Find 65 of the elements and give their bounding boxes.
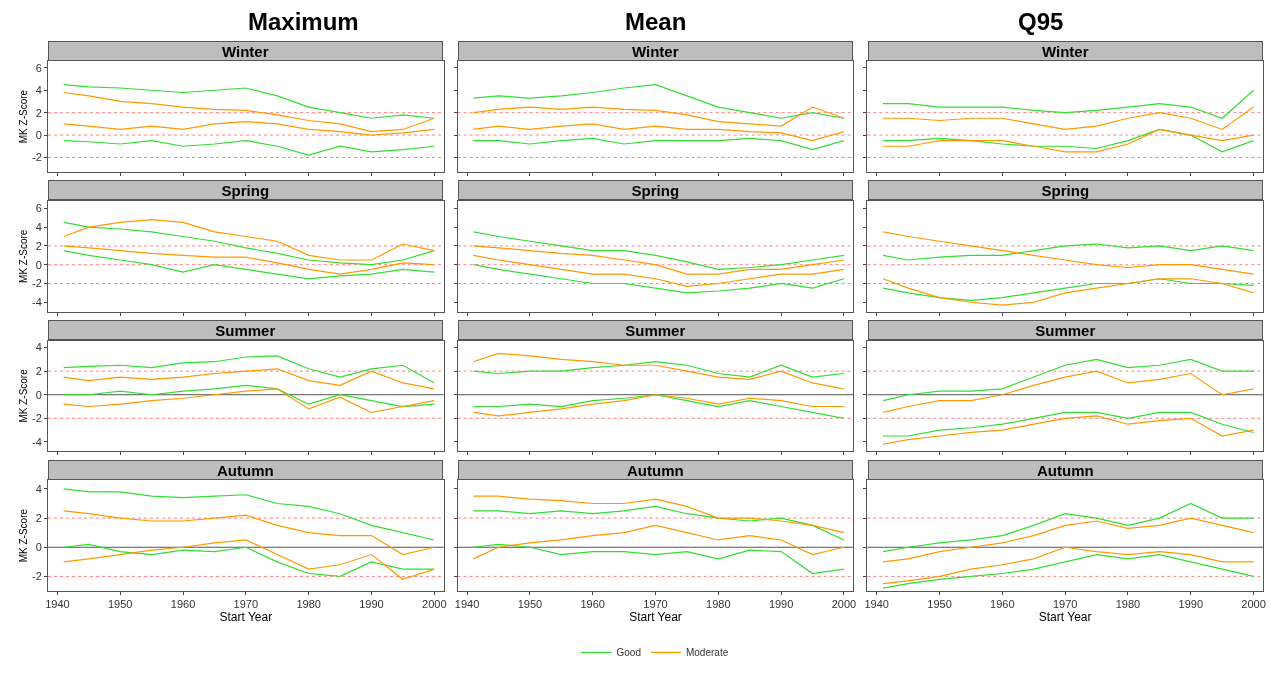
- x-tick-label: 1980: [1115, 598, 1141, 611]
- chart-subtitle: Winter: [1041, 42, 1089, 60]
- x-tick-label: 1980: [296, 598, 321, 611]
- y-tick-label: -4: [32, 435, 42, 448]
- y-tick-label: 6: [35, 202, 42, 215]
- y-tick-label: 2: [35, 106, 42, 119]
- y-tick-label: 0: [35, 128, 42, 141]
- y-tick-label: 0: [35, 388, 42, 401]
- x-tick-label: 2000: [422, 598, 447, 611]
- chart-subtitle: Summer: [625, 321, 686, 339]
- y-axis-title: MK Z-Score: [18, 368, 30, 423]
- y-tick-label: 4: [35, 84, 42, 97]
- x-tick-label: 1990: [359, 598, 384, 611]
- x-tick-label: 1970: [643, 598, 668, 611]
- x-tick-label: 2000: [1241, 598, 1266, 611]
- chart-subtitle: Spring: [1041, 181, 1090, 199]
- x-tick-label: 1960: [580, 598, 605, 611]
- y-tick-label: 0: [35, 541, 42, 554]
- y-tick-label: 2: [35, 511, 42, 524]
- y-tick-label: 6: [35, 61, 42, 74]
- chart-title: Mean: [625, 8, 687, 35]
- y-axis-title: MK Z-Score: [18, 89, 30, 144]
- x-tick-label: 1990: [768, 598, 794, 611]
- y-tick-label: -2: [32, 277, 42, 290]
- chart-subtitle: Autumn: [217, 461, 274, 479]
- chart-title: Q95: [1018, 8, 1064, 35]
- y-tick-label: -4: [32, 296, 42, 309]
- x-tick-label: 1950: [107, 598, 133, 611]
- x-tick-label: 2000: [831, 598, 857, 611]
- chart-title: Maximum: [248, 8, 359, 35]
- x-tick-label: 1940: [454, 598, 480, 611]
- x-tick-label: 1960: [990, 598, 1015, 611]
- y-axis-title: MK Z-Score: [18, 508, 30, 563]
- y-tick-label: 4: [35, 341, 42, 354]
- legend-label: Good: [616, 647, 641, 659]
- x-tick-label: 1950: [517, 598, 543, 611]
- x-tick-label: 1970: [233, 598, 259, 611]
- chart-subtitle: Summer: [1035, 321, 1096, 339]
- legend-label: Moderate: [685, 647, 729, 659]
- x-axis-title: Start Year: [629, 610, 682, 625]
- x-tick-label: 1940: [45, 598, 70, 611]
- x-tick-label: 1970: [1052, 598, 1078, 611]
- chart-subtitle: Autumn: [1037, 461, 1094, 479]
- chart-subtitle: Autumn: [627, 461, 684, 479]
- y-tick-label: -2: [32, 570, 42, 583]
- chart-subtitle: Winter: [221, 42, 269, 60]
- x-tick-label: 1990: [1178, 598, 1204, 611]
- y-tick-label: 4: [35, 482, 42, 495]
- x-tick-label: 1940: [864, 598, 889, 611]
- chart-subtitle: Summer: [215, 321, 276, 339]
- y-tick-label: -2: [32, 151, 42, 164]
- chart-subtitle: Spring: [221, 181, 270, 199]
- y-tick-label: 2: [35, 365, 42, 377]
- y-tick-label: 4: [35, 220, 42, 233]
- chart-subtitle: Spring: [631, 181, 680, 199]
- x-axis-title: Start Year: [1038, 610, 1092, 625]
- chart-subtitle: Winter: [631, 42, 679, 60]
- y-tick-label: 0: [35, 258, 42, 271]
- y-axis-title: MK Z-Score: [18, 229, 30, 283]
- x-tick-label: 1980: [706, 598, 731, 611]
- x-tick-label: 1960: [170, 598, 196, 611]
- x-tick-label: 1950: [927, 598, 952, 611]
- y-tick-label: -2: [32, 412, 42, 425]
- y-tick-label: 2: [35, 239, 42, 252]
- x-axis-title: Start Year: [219, 610, 273, 625]
